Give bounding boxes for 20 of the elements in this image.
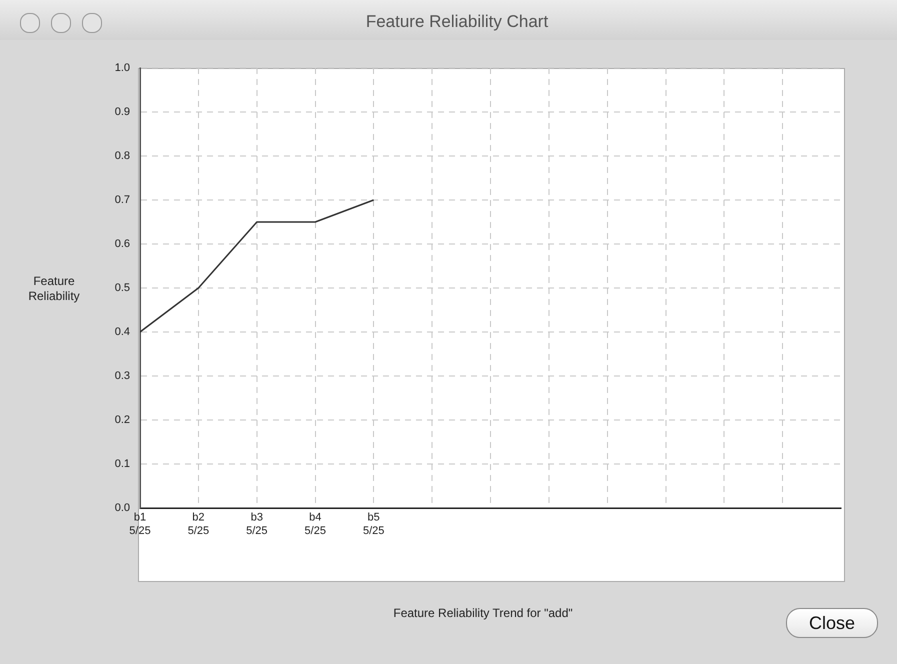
y-tick-label: 0.3 (114, 370, 130, 382)
y-axis-title: Feature Reliability (27, 274, 81, 304)
text: Close (786, 608, 878, 638)
y-tick-label: 0.6 (114, 238, 130, 250)
y-tick-label: 0.7 (114, 194, 130, 206)
x-tick-label: b4 5/25 (304, 512, 326, 537)
y-tick-label: 0.5 (114, 282, 130, 294)
y-tick-label: 0.1 (114, 458, 130, 470)
y-tick-label: 0.2 (114, 414, 130, 426)
x-tick-label: b2 5/25 (188, 512, 210, 537)
x-tick-label: b1 5/25 (129, 512, 151, 537)
x-tick-label: b3 5/25 (246, 512, 268, 537)
y-tick-label: 0.8 (114, 150, 130, 162)
y-tick-label: 0.4 (114, 326, 130, 338)
y-tick-label: 1.0 (114, 62, 130, 74)
chart-title: Feature Reliability Chart (364, 12, 550, 32)
y-tick-label: 0.0 (114, 502, 130, 514)
text: Feature Reliability Trend for "add" (392, 606, 574, 621)
y-tick-label: 0.9 (114, 106, 130, 118)
x-tick-label: b5 5/25 (362, 512, 384, 537)
